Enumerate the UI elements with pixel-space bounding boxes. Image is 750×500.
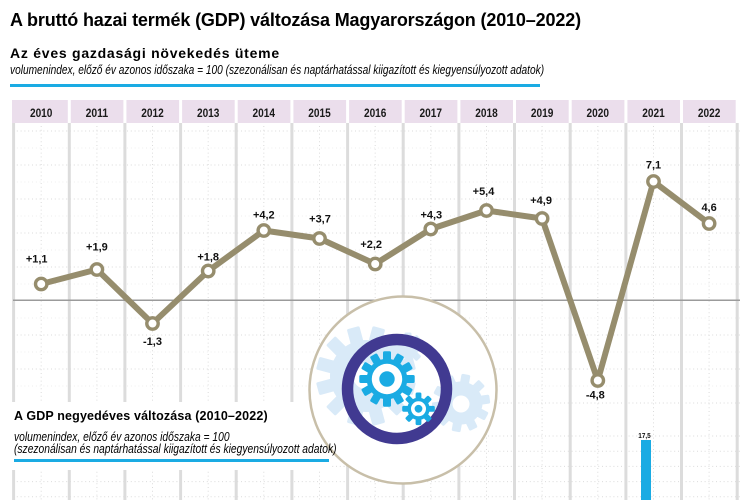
svg-text:17,5: 17,5 bbox=[638, 431, 651, 440]
svg-text:-1,3: -1,3 bbox=[143, 336, 162, 348]
svg-text:+2,2: +2,2 bbox=[360, 239, 382, 251]
svg-text:+1,8: +1,8 bbox=[197, 252, 219, 264]
svg-text:2013: 2013 bbox=[197, 107, 220, 120]
svg-text:+4,3: +4,3 bbox=[420, 209, 442, 221]
svg-text:+4,9: +4,9 bbox=[530, 195, 552, 207]
svg-text:2022: 2022 bbox=[698, 107, 721, 120]
svg-text:+3,7: +3,7 bbox=[309, 213, 331, 225]
svg-text:+4,2: +4,2 bbox=[253, 210, 275, 222]
svg-text:+1,1: +1,1 bbox=[26, 254, 48, 266]
svg-text:2017: 2017 bbox=[420, 107, 443, 120]
svg-text:4,6: 4,6 bbox=[701, 202, 716, 214]
svg-text:2014: 2014 bbox=[253, 107, 276, 120]
svg-text:2010: 2010 bbox=[30, 107, 53, 120]
svg-text:2012: 2012 bbox=[141, 107, 164, 120]
svg-text:2019: 2019 bbox=[531, 107, 554, 120]
svg-text:7,1: 7,1 bbox=[646, 159, 661, 171]
svg-text:2021: 2021 bbox=[642, 107, 665, 120]
svg-text:2011: 2011 bbox=[86, 107, 109, 120]
svg-text:-4,8: -4,8 bbox=[586, 390, 605, 402]
svg-text:2015: 2015 bbox=[308, 107, 331, 120]
svg-text:+5,4: +5,4 bbox=[473, 186, 496, 198]
svg-text:2016: 2016 bbox=[364, 107, 387, 120]
svg-text:2018: 2018 bbox=[475, 107, 498, 120]
svg-text:+1,9: +1,9 bbox=[86, 242, 108, 254]
svg-text:2020: 2020 bbox=[587, 107, 610, 120]
